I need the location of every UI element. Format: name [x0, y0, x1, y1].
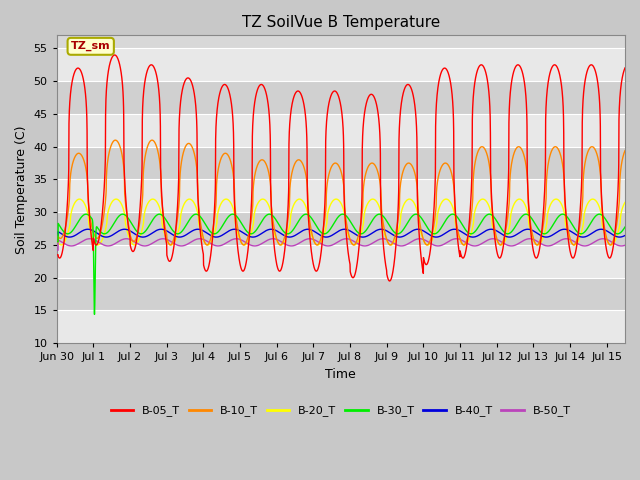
B-50_T — [520, 238, 528, 243]
B-40_T — [477, 231, 484, 237]
B-50_T — [394, 242, 401, 248]
X-axis label: Time: Time — [326, 368, 356, 381]
Title: TZ SoilVue B Temperature: TZ SoilVue B Temperature — [242, 15, 440, 30]
Bar — [57, 212, 625, 245]
B-10_T — [394, 219, 401, 225]
B-40_T — [270, 227, 278, 232]
B-05_T — [621, 65, 629, 71]
B-05_T — [520, 78, 528, 84]
B-30_T — [53, 239, 61, 245]
Bar — [57, 278, 625, 311]
Line: B-50_T: B-50_T — [57, 239, 625, 250]
B-10_T — [477, 144, 484, 150]
B-30_T — [91, 312, 99, 317]
Bar — [57, 114, 625, 147]
Line: B-20_T: B-20_T — [57, 199, 625, 245]
B-20_T — [53, 232, 61, 238]
B-20_T — [621, 200, 629, 205]
B-50_T — [422, 238, 430, 244]
Bar — [57, 311, 625, 343]
B-40_T — [394, 234, 401, 240]
B-50_T — [156, 236, 164, 242]
B-30_T — [82, 211, 90, 217]
Y-axis label: Soil Temperature (C): Soil Temperature (C) — [15, 125, 28, 253]
B-10_T — [621, 148, 629, 154]
Bar — [57, 245, 625, 278]
B-20_T — [477, 197, 484, 203]
B-50_T — [477, 241, 484, 247]
B-10_T — [422, 242, 430, 248]
B-20_T — [520, 200, 528, 206]
B-50_T — [53, 247, 61, 253]
B-30_T — [520, 212, 528, 217]
B-05_T — [477, 62, 485, 68]
B-10_T — [53, 239, 61, 245]
Line: B-05_T: B-05_T — [57, 55, 625, 281]
Line: B-40_T: B-40_T — [57, 229, 625, 240]
B-20_T — [270, 229, 278, 235]
B-05_T — [394, 215, 401, 220]
B-10_T — [156, 162, 164, 168]
B-05_T — [53, 252, 61, 258]
B-05_T — [386, 278, 394, 284]
Text: TZ_sm: TZ_sm — [71, 41, 111, 51]
B-30_T — [394, 231, 401, 237]
B-20_T — [394, 231, 401, 237]
B-50_T — [621, 242, 629, 248]
B-05_T — [111, 52, 118, 58]
B-30_T — [422, 223, 430, 229]
B-50_T — [270, 236, 278, 241]
B-40_T — [422, 230, 430, 236]
B-40_T — [621, 233, 629, 239]
B-50_T — [563, 236, 570, 241]
B-40_T — [520, 227, 528, 233]
B-05_T — [422, 262, 430, 267]
B-20_T — [156, 206, 164, 212]
Bar — [57, 147, 625, 180]
B-10_T — [607, 242, 614, 248]
B-05_T — [270, 241, 278, 247]
Bar — [57, 81, 625, 114]
Line: B-10_T: B-10_T — [57, 140, 625, 245]
Bar — [57, 48, 625, 81]
B-10_T — [520, 153, 528, 158]
B-30_T — [270, 214, 278, 220]
B-20_T — [149, 196, 157, 202]
B-30_T — [477, 220, 485, 226]
B-30_T — [621, 224, 629, 230]
Bar — [57, 180, 625, 212]
B-20_T — [422, 241, 430, 247]
Line: B-30_T: B-30_T — [57, 214, 625, 314]
B-05_T — [156, 107, 164, 113]
B-40_T — [84, 227, 92, 232]
B-40_T — [156, 227, 164, 232]
B-40_T — [53, 237, 61, 242]
Legend: B-05_T, B-10_T, B-20_T, B-30_T, B-40_T, B-50_T: B-05_T, B-10_T, B-20_T, B-30_T, B-40_T, … — [107, 401, 575, 421]
B-20_T — [571, 242, 579, 248]
B-30_T — [156, 211, 164, 217]
B-10_T — [270, 224, 278, 230]
B-10_T — [111, 137, 119, 143]
